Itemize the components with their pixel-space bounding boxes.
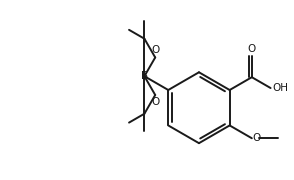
Text: O: O [151,46,159,55]
Text: OH: OH [273,83,288,93]
Text: O: O [151,97,159,107]
Text: O: O [253,133,261,143]
Text: O: O [248,44,256,54]
Text: B: B [141,71,148,81]
